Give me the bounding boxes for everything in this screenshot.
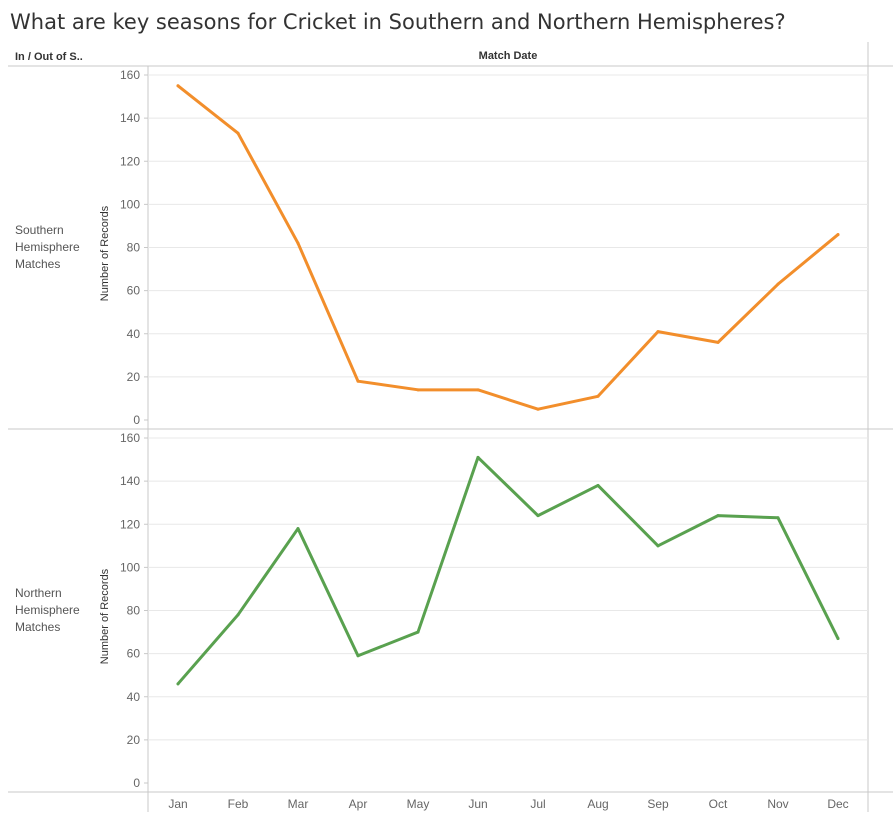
data-point: [416, 630, 420, 634]
x-tick-label: Oct: [709, 797, 728, 811]
row-label-southern: Southern Hemisphere Matches: [15, 222, 95, 273]
southern-series-line: [176, 84, 840, 411]
data-point: [536, 514, 540, 518]
data-point: [596, 483, 600, 487]
y-tick-label: 160: [120, 431, 140, 445]
y-axis-title: Number of Records: [99, 568, 111, 664]
y-axis-title: Number of Records: [99, 205, 111, 301]
chart-title: What are key seasons for Cricket in Sout…: [10, 10, 786, 34]
x-tick-label: Jan: [168, 797, 187, 811]
data-point: [476, 455, 480, 459]
data-point: [656, 544, 660, 548]
column-header: Match Date: [478, 50, 538, 62]
y-tick-label: 60: [127, 647, 141, 661]
data-point: [236, 131, 240, 135]
row-header: In / Out of S..: [15, 51, 83, 63]
data-point: [296, 241, 300, 245]
data-point: [176, 84, 180, 88]
x-tick-label: Nov: [767, 797, 788, 811]
x-tick-label: Mar: [288, 797, 309, 811]
x-tick-label: Feb: [228, 797, 249, 811]
data-point: [416, 388, 420, 392]
y-tick-label: 40: [127, 690, 141, 704]
row-label-line: Matches: [15, 620, 61, 634]
y-tick-label: 100: [120, 560, 140, 574]
y-tick-label: 0: [133, 776, 140, 790]
data-point: [776, 282, 780, 286]
x-tick-label: Sep: [647, 797, 669, 811]
y-tick-label: 0: [133, 413, 140, 427]
x-tick-label: Apr: [349, 797, 368, 811]
y-tick-label: 100: [120, 197, 140, 211]
x-tick-label: Jun: [468, 797, 487, 811]
y-tick-label: 60: [127, 284, 141, 298]
data-point: [176, 682, 180, 686]
data-point: [476, 388, 480, 392]
y-tick-label: 80: [127, 604, 141, 618]
y-tick-label: 160: [120, 68, 140, 82]
data-point: [836, 233, 840, 237]
y-tick-label: 20: [127, 733, 141, 747]
data-point: [356, 379, 360, 383]
y-tick-label: 80: [127, 241, 141, 255]
data-point: [716, 340, 720, 344]
y-tick-label: 120: [120, 154, 140, 168]
x-tick-label: Dec: [827, 797, 848, 811]
data-point: [356, 654, 360, 658]
data-point: [236, 613, 240, 617]
x-tick-label: Aug: [587, 797, 608, 811]
data-point: [716, 514, 720, 518]
y-tick-label: 140: [120, 474, 140, 488]
data-point: [776, 516, 780, 520]
data-point: [536, 407, 540, 411]
data-point: [596, 394, 600, 398]
northern-series-line: [176, 455, 840, 686]
y-tick-label: 120: [120, 517, 140, 531]
row-label-line: Matches: [15, 257, 61, 271]
row-label-northern: Northern Hemisphere Matches: [15, 585, 95, 636]
y-tick-label: 40: [127, 327, 141, 341]
data-point: [836, 637, 840, 641]
row-label-line: Northern: [15, 586, 62, 600]
row-label-line: Southern: [15, 223, 64, 237]
row-label-line: Hemisphere: [15, 240, 80, 254]
row-label-line: Hemisphere: [15, 603, 80, 617]
data-point: [656, 330, 660, 334]
y-tick-label: 20: [127, 370, 141, 384]
y-tick-label: 140: [120, 111, 140, 125]
x-tick-label: May: [407, 797, 430, 811]
data-point: [296, 527, 300, 531]
x-tick-label: Jul: [530, 797, 545, 811]
